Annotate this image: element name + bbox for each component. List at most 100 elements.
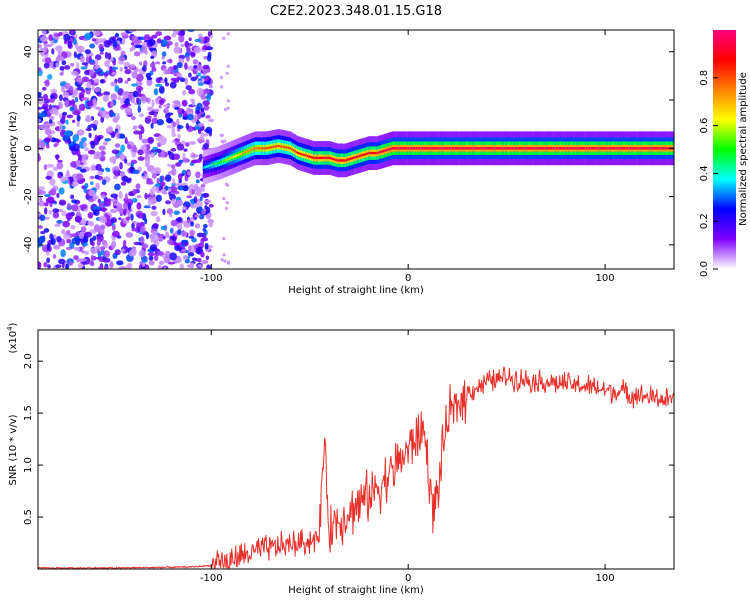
noise-speckle — [76, 86, 84, 91]
noise-speckle — [69, 30, 75, 35]
colorbar-ticks: 0.0 0.2 0.4 0.6 0.8 — [699, 70, 718, 277]
ridge-cell — [371, 151, 374, 155]
noise-speckle — [81, 97, 89, 101]
noise-speckle — [196, 102, 203, 110]
noise-speckle — [134, 39, 143, 44]
noise-speckle — [48, 119, 53, 124]
ridge-cell — [620, 147, 623, 150]
ridge-cell — [204, 165, 207, 169]
noise-speckle — [181, 249, 186, 253]
noise-speckle — [189, 230, 195, 237]
noise-speckle — [50, 39, 54, 46]
noise-speckle — [151, 200, 156, 205]
noise-speckle — [55, 62, 60, 68]
ridge-cell — [653, 147, 656, 150]
noise-speckle — [199, 196, 203, 202]
noise-speckle — [155, 31, 163, 36]
ridge-cell — [297, 151, 300, 155]
ridge-cell — [395, 147, 397, 150]
noise-speckle — [222, 196, 226, 201]
ridge-cell — [636, 147, 638, 150]
noise-speckle — [38, 188, 43, 196]
noise-speckle — [81, 62, 88, 66]
noise-speckle — [187, 245, 192, 253]
noise-speckle — [132, 90, 139, 98]
noise-speckle — [69, 176, 73, 185]
noise-speckle — [139, 225, 146, 233]
noise-speckle — [188, 72, 192, 78]
noise-speckle — [110, 132, 116, 138]
noise-speckle — [50, 94, 55, 99]
noise-speckle — [76, 75, 82, 79]
noise-speckle — [80, 66, 88, 70]
ridge-cell — [483, 147, 486, 150]
noise-speckle — [166, 208, 174, 215]
ridge-cell — [409, 147, 412, 150]
ridge-cell — [524, 147, 526, 150]
noise-speckle — [188, 187, 192, 196]
noise-speckle — [40, 124, 49, 130]
ridge-cell — [565, 147, 567, 150]
noise-speckle — [48, 115, 55, 121]
noise-speckle — [68, 261, 74, 266]
ridge-cell — [511, 147, 514, 150]
noise-speckle — [116, 131, 120, 140]
noise-speckle — [117, 96, 122, 101]
noise-speckle — [153, 108, 160, 113]
noise-speckle — [209, 84, 213, 89]
noise-speckle — [59, 65, 65, 71]
noise-speckle — [132, 169, 140, 174]
noise-speckle — [120, 98, 124, 106]
noise-speckle — [155, 194, 162, 202]
ridge-cell — [626, 147, 629, 150]
noise-speckle — [134, 44, 143, 49]
noise-speckle — [154, 183, 161, 188]
noise-speckle — [93, 30, 101, 37]
noise-speckle — [191, 237, 197, 243]
noise-speckle — [172, 153, 181, 160]
noise-speckle — [92, 235, 97, 241]
noise-speckle — [54, 223, 61, 227]
noise-speckle — [44, 44, 48, 53]
ridge-cell — [579, 147, 582, 150]
noise-speckle — [219, 75, 223, 80]
noise-speckle — [115, 154, 120, 159]
noise-speckle — [124, 137, 128, 145]
ridge-cell — [362, 153, 364, 157]
ridge-cell — [404, 147, 407, 150]
noise-speckle — [188, 184, 195, 190]
noise-speckle — [179, 77, 186, 82]
noise-speckle — [57, 56, 65, 62]
noise-speckle — [188, 88, 196, 95]
noise-speckle — [196, 232, 204, 238]
ridge-cell — [247, 150, 249, 153]
noise-speckle — [148, 47, 157, 51]
ridge-cell — [406, 147, 408, 150]
noise-speckle — [120, 144, 126, 153]
ridge-cell — [237, 153, 240, 157]
noise-speckle — [93, 78, 100, 84]
ridge-cell — [585, 147, 588, 150]
noise-speckle — [125, 177, 132, 184]
ridge-cell — [667, 147, 670, 150]
ridge-cell — [609, 147, 612, 150]
ridge-cell — [407, 147, 410, 150]
noise-speckle — [100, 116, 105, 123]
ridge-cell — [470, 147, 473, 150]
noise-speckle — [91, 38, 97, 42]
noise-speckle — [79, 55, 85, 63]
ridge-cell — [207, 165, 210, 168]
ridge-cell — [272, 145, 274, 149]
ridge-cell — [429, 147, 432, 150]
noise-speckle — [135, 183, 141, 190]
noise-speckle — [225, 71, 229, 75]
noise-speckle — [123, 91, 130, 96]
ridge-cell — [475, 147, 478, 150]
ridge-cell — [569, 147, 572, 150]
noise-speckle — [46, 243, 50, 251]
noise-speckle — [182, 157, 189, 163]
noise-speckle — [58, 187, 65, 195]
noise-speckle — [205, 126, 213, 134]
ridge-cell — [576, 147, 578, 150]
noise-speckle — [125, 232, 134, 238]
